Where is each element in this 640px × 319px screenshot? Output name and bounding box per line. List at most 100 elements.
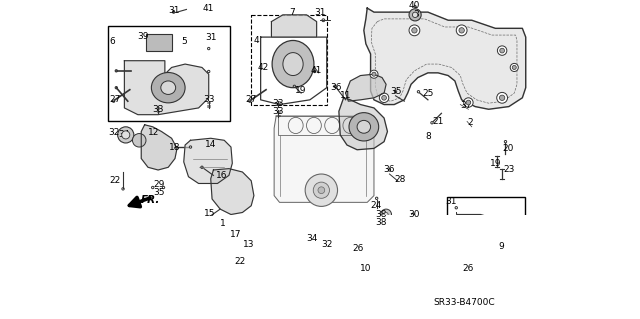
- Text: 35: 35: [154, 189, 165, 197]
- Circle shape: [381, 95, 387, 100]
- Text: 36: 36: [330, 83, 342, 92]
- Polygon shape: [184, 138, 232, 183]
- Text: 34: 34: [306, 234, 317, 243]
- Polygon shape: [271, 15, 317, 37]
- Text: 31: 31: [168, 6, 179, 15]
- Polygon shape: [211, 169, 254, 214]
- Text: 31: 31: [205, 33, 216, 42]
- Circle shape: [132, 134, 146, 147]
- Circle shape: [381, 217, 392, 228]
- Text: 26: 26: [352, 244, 364, 253]
- Text: 2: 2: [468, 118, 473, 127]
- Text: 41: 41: [311, 66, 323, 75]
- Bar: [146, 34, 172, 51]
- Circle shape: [318, 187, 324, 194]
- Circle shape: [497, 93, 508, 103]
- Circle shape: [499, 95, 505, 100]
- Circle shape: [384, 220, 388, 225]
- Text: 3: 3: [413, 10, 419, 19]
- Text: 32: 32: [108, 128, 119, 137]
- Circle shape: [512, 65, 516, 70]
- Text: 13: 13: [243, 240, 255, 249]
- Ellipse shape: [349, 113, 379, 141]
- Text: 4: 4: [254, 36, 259, 45]
- Text: 39: 39: [138, 32, 149, 41]
- Text: 33: 33: [273, 108, 284, 116]
- Circle shape: [305, 174, 337, 206]
- Text: 25: 25: [422, 89, 434, 98]
- Text: 35: 35: [390, 87, 402, 96]
- Text: 16: 16: [216, 171, 227, 180]
- Text: 38: 38: [375, 218, 387, 227]
- Text: 33: 33: [152, 105, 164, 114]
- Polygon shape: [364, 8, 525, 109]
- Text: 20: 20: [502, 144, 514, 153]
- Circle shape: [307, 235, 317, 245]
- Text: FR.: FR.: [141, 195, 161, 205]
- Circle shape: [500, 48, 504, 53]
- Circle shape: [322, 241, 332, 251]
- Circle shape: [313, 182, 330, 198]
- Polygon shape: [339, 98, 387, 150]
- Text: 34: 34: [118, 130, 130, 139]
- Circle shape: [359, 262, 372, 275]
- Circle shape: [409, 25, 420, 36]
- Text: 15: 15: [204, 209, 216, 218]
- Text: 37: 37: [460, 101, 472, 110]
- Circle shape: [409, 9, 421, 21]
- Circle shape: [122, 131, 130, 139]
- Text: 6: 6: [109, 37, 115, 46]
- Text: 26: 26: [463, 264, 474, 273]
- Ellipse shape: [272, 41, 314, 88]
- Polygon shape: [124, 61, 209, 115]
- Text: 31: 31: [445, 197, 456, 205]
- Circle shape: [381, 209, 392, 220]
- Circle shape: [324, 244, 329, 248]
- Text: 19: 19: [294, 86, 306, 95]
- Text: 9: 9: [499, 242, 504, 251]
- Text: 22: 22: [235, 257, 246, 266]
- Text: 21: 21: [433, 117, 444, 126]
- Text: 18: 18: [168, 143, 180, 152]
- Polygon shape: [141, 125, 177, 170]
- Text: 8: 8: [426, 132, 431, 141]
- Circle shape: [351, 254, 381, 283]
- Polygon shape: [454, 214, 508, 266]
- Text: 19: 19: [490, 159, 502, 168]
- Text: 12: 12: [148, 128, 160, 137]
- Text: 14: 14: [205, 140, 216, 149]
- Text: 1: 1: [220, 219, 226, 228]
- Text: 40: 40: [409, 1, 420, 10]
- Text: 5: 5: [181, 37, 187, 46]
- Circle shape: [380, 93, 389, 102]
- Ellipse shape: [161, 81, 175, 94]
- Text: 33: 33: [273, 100, 284, 108]
- Ellipse shape: [152, 72, 185, 103]
- Text: 10: 10: [360, 264, 372, 273]
- Text: 28: 28: [394, 175, 405, 184]
- Text: 32: 32: [321, 240, 332, 249]
- Text: 30: 30: [409, 210, 420, 219]
- Text: 27: 27: [246, 95, 257, 104]
- Text: 7: 7: [289, 8, 294, 17]
- Circle shape: [118, 127, 134, 143]
- Text: 11: 11: [340, 91, 351, 100]
- Polygon shape: [346, 74, 386, 101]
- Text: 36: 36: [384, 166, 396, 174]
- Text: 22: 22: [109, 176, 120, 185]
- Circle shape: [510, 63, 518, 71]
- Text: 24: 24: [371, 201, 381, 210]
- Polygon shape: [274, 116, 374, 202]
- Text: 31: 31: [314, 8, 326, 17]
- Ellipse shape: [357, 120, 371, 133]
- Text: SR33-B4700C: SR33-B4700C: [433, 298, 495, 307]
- Text: 38: 38: [375, 210, 387, 219]
- Text: 23: 23: [504, 166, 515, 174]
- Circle shape: [412, 28, 417, 33]
- Ellipse shape: [467, 227, 494, 256]
- Text: 33: 33: [203, 95, 214, 104]
- Text: 41: 41: [203, 4, 214, 12]
- Circle shape: [466, 100, 471, 105]
- Circle shape: [459, 28, 465, 33]
- Circle shape: [412, 12, 418, 18]
